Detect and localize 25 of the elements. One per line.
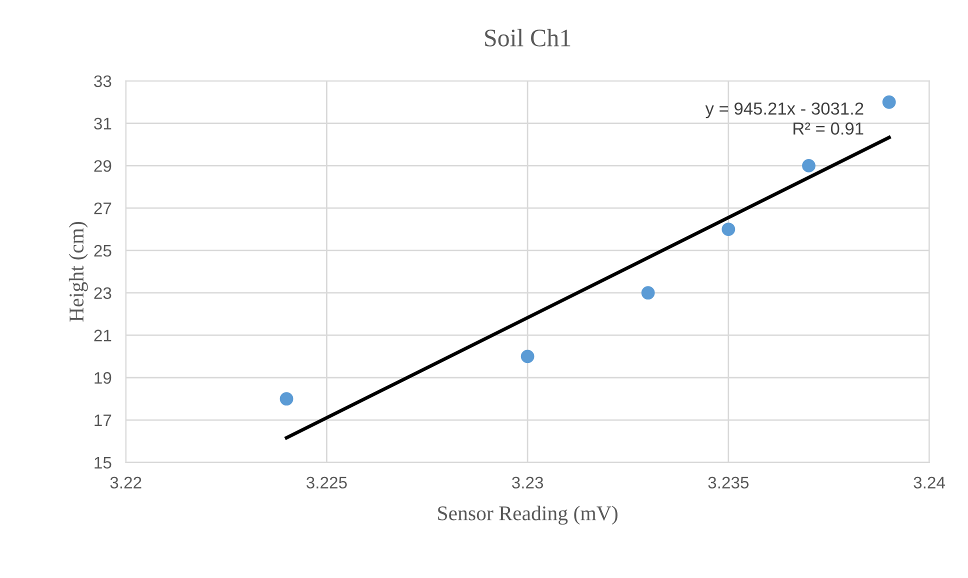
y-tick-label: 31 (94, 118, 112, 130)
point (722, 222, 736, 236)
y-tick-label: 33 (94, 75, 112, 88)
x-axis-title: Sensor Reading (mV) (438, 506, 618, 525)
y-tick-label: 29 (94, 160, 112, 172)
x-tick-label: 3.24 (914, 476, 946, 489)
x-tick-label: 3.225 (306, 476, 347, 489)
y-tick-label: 23 (94, 287, 112, 300)
x-tick-label: 3.22 (110, 476, 142, 489)
point (641, 286, 655, 300)
y-tick-label: 21 (94, 330, 112, 342)
x-tick-label: 3.23 (512, 476, 544, 489)
y-tick-label: 27 (94, 202, 112, 214)
chart-title: Soil Ch1 (485, 28, 570, 46)
y-tick-label: 25 (94, 244, 112, 257)
y-tick-label: 19 (94, 372, 112, 384)
point (802, 158, 816, 172)
y-axis-title: Height (cm) (68, 222, 88, 322)
x-tick-label: 3.235 (708, 476, 749, 489)
point (520, 350, 534, 364)
annotation: y = 945.21x - 3031.2 R² = 0.91 (705, 102, 864, 135)
y-tick-label: 15 (94, 456, 112, 469)
point (280, 392, 294, 406)
point (882, 95, 896, 109)
y-tick-label: 17 (94, 414, 112, 426)
